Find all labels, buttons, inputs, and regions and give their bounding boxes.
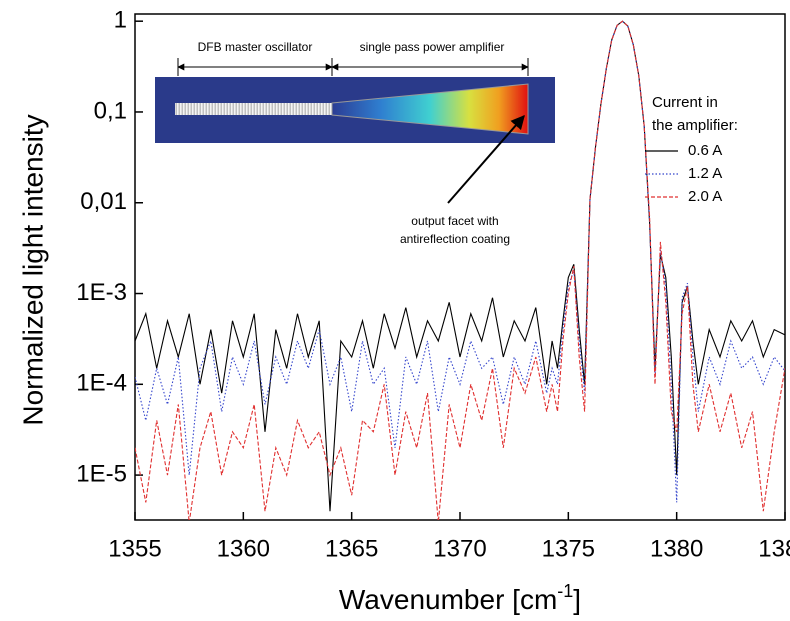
x-tick-label: 1360 bbox=[217, 535, 270, 562]
legend-label: 2.0 A bbox=[688, 188, 722, 205]
x-tick-label: 1370 bbox=[433, 535, 486, 562]
pointer-arrow bbox=[447, 114, 525, 204]
legend-title: Current in bbox=[652, 94, 718, 111]
x-axis-label-text: Wavenumber [cm bbox=[339, 584, 557, 615]
taper bbox=[331, 83, 529, 135]
legend-label: 0.6 A bbox=[688, 142, 722, 159]
legend-label: 1.2 A bbox=[688, 165, 722, 182]
plot-lines bbox=[135, 20, 785, 520]
y-tick-label: 0,1 bbox=[94, 97, 127, 124]
legend-title: the amplifier: bbox=[652, 117, 738, 134]
x-tick-label: 1355 bbox=[108, 535, 161, 562]
x-axis-label-sup: -1 bbox=[557, 581, 573, 601]
x-tick-label: 1385 bbox=[758, 535, 790, 562]
y-tick-label: 1E-5 bbox=[76, 460, 127, 487]
x-tick-label: 1365 bbox=[325, 535, 378, 562]
y-tick-label: 1E-3 bbox=[76, 279, 127, 306]
inset-diagram: DFB master oscillator single pass power … bbox=[155, 40, 555, 246]
y-axis-label: Normalized light intensity bbox=[17, 114, 48, 425]
series-line bbox=[135, 20, 785, 512]
x-tick-label: 1380 bbox=[650, 535, 703, 562]
x-tick-label: 1375 bbox=[542, 535, 595, 562]
annotation: DFB master oscillator bbox=[198, 40, 313, 54]
x-axis-label: Wavenumber [cm-1] bbox=[339, 581, 581, 616]
annotation: antireflection coating bbox=[400, 232, 510, 246]
series-line bbox=[135, 20, 785, 503]
x-axis-label-end: ] bbox=[573, 584, 581, 615]
annotation: output facet with bbox=[411, 214, 498, 228]
annotation: single pass power amplifier bbox=[360, 40, 505, 54]
y-tick-label: 1E-4 bbox=[76, 370, 127, 397]
series-line bbox=[135, 20, 785, 520]
y-tick-label: 0,01 bbox=[80, 188, 127, 215]
grating bbox=[175, 103, 332, 115]
y-tick-label: 1 bbox=[114, 7, 127, 34]
